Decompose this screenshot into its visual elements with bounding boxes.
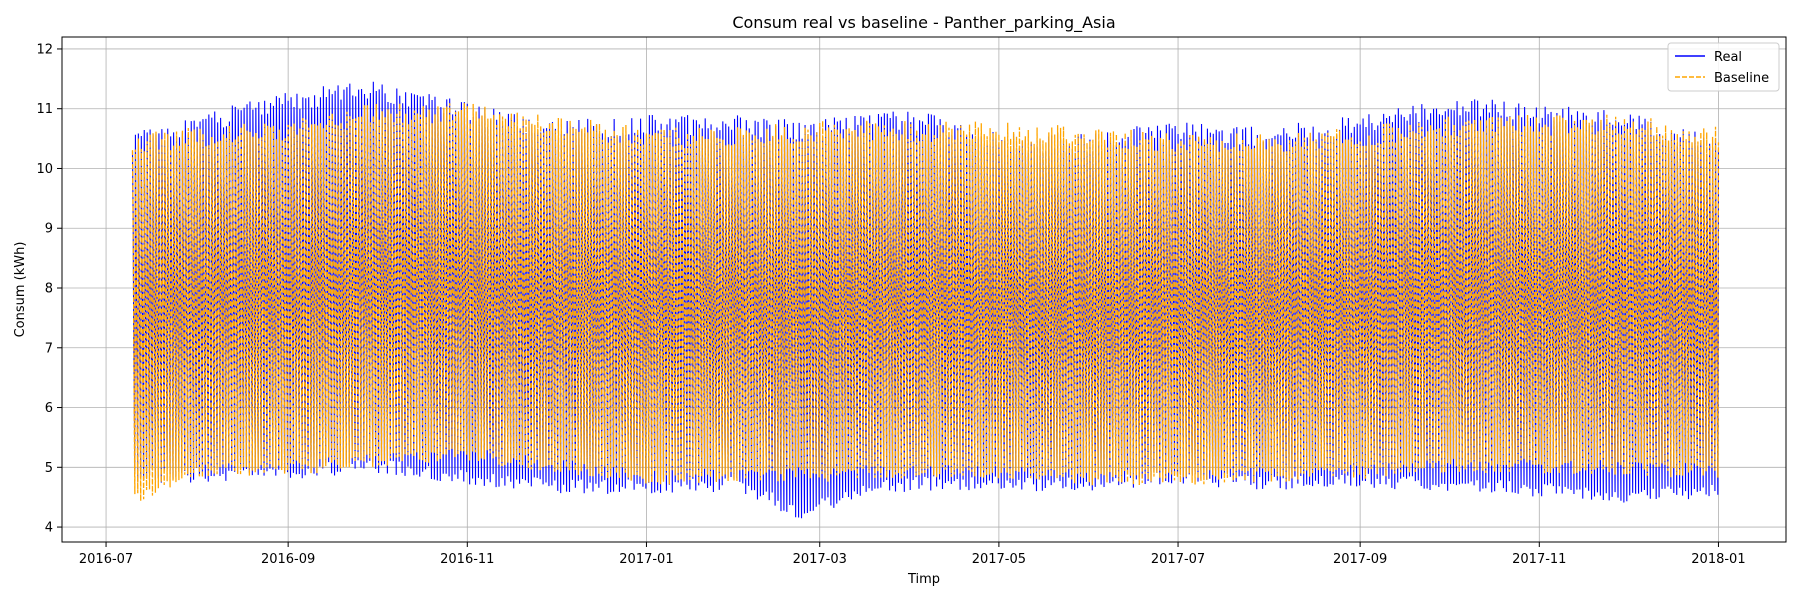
- x-tick-label: 2017-01: [619, 552, 673, 567]
- y-tick-label: 4: [45, 521, 53, 536]
- legend-label-baseline: Baseline: [1714, 71, 1769, 86]
- x-axis: 2016-07 2016-09 2016-11 2017-01 2017-03 2017-…: [79, 542, 1746, 567]
- y-tick-label: 5: [45, 461, 53, 476]
- y-tick-label: 9: [45, 222, 53, 237]
- plot-frame: [61, 36, 1787, 543]
- y-tick-label: 6: [45, 401, 53, 416]
- y-tick-label: 8: [45, 282, 53, 297]
- x-tick-label: 2017-11: [1512, 552, 1566, 567]
- x-tick-label: 2017-07: [1151, 552, 1205, 567]
- series-line-baseline: [131, 103, 1720, 502]
- plot-area: [131, 81, 1720, 519]
- legend: Real Baseline: [1667, 42, 1780, 92]
- x-tick-label: 2018-01: [1691, 552, 1745, 567]
- chart-title: Consum real vs baseline - Panther_parkin…: [732, 13, 1115, 33]
- x-tick-label: 2017-03: [793, 552, 847, 567]
- y-tick-label: 11: [36, 102, 53, 117]
- x-tick-label: 2016-07: [79, 552, 133, 567]
- x-tick-label: 2017-05: [972, 552, 1026, 567]
- y-axis-label: Consum (kWh): [13, 242, 28, 338]
- x-axis-label: Timp: [907, 572, 940, 587]
- series-line-real: [131, 81, 1719, 519]
- y-tick-label: 10: [36, 162, 53, 177]
- legend-label-real: Real: [1714, 50, 1742, 65]
- y-tick-label: 12: [36, 42, 53, 57]
- x-tick-label: 2016-09: [261, 552, 315, 567]
- y-axis: 4 5 6 7 8 9 10 11 12: [36, 42, 62, 536]
- y-tick-label: 7: [45, 341, 53, 356]
- x-tick-label: 2016-11: [440, 552, 494, 567]
- x-tick-label: 2017-09: [1333, 552, 1387, 567]
- legend-box: [1667, 42, 1780, 92]
